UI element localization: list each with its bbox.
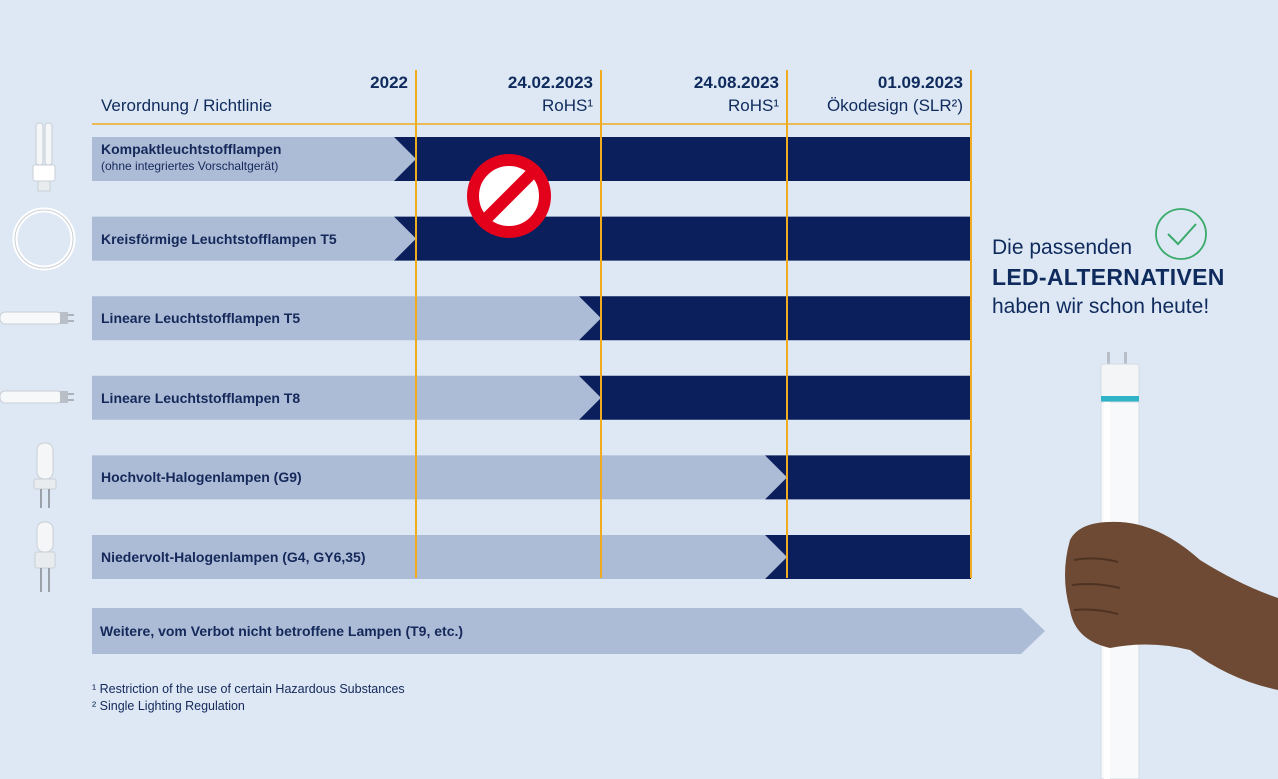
led-callout-line2: LED-ALTERNATIVEN [992,264,1225,290]
banned-bar-2 [579,296,971,341]
halogen-capsule-icon [33,442,57,508]
compact-lamp-icon [32,122,56,192]
header-regulation-3: Ökodesign (SLR²) [826,96,963,115]
row-label-3: Lineare Leuchtstofflampen T8 [101,389,301,406]
footnote-1: ¹ Restriction of the use of certain Haza… [92,682,405,696]
footnote-2: ² Single Lighting Regulation [92,699,245,713]
row-label-4: Hochvolt-Halogenlampen (G9) [101,469,302,486]
circular-lamp-icon [12,207,76,271]
tube-lamp-icon [0,311,74,325]
allowed-bar-1 [92,216,416,261]
unaffected-row-label: Weitere, vom Verbot nicht betroffene Lam… [100,623,464,639]
banned-bar-3 [579,375,971,420]
prohibition-sign-icon [467,154,551,238]
header-date-3: 01.09.2023 [877,73,963,92]
allowed-bar-5 [92,535,787,579]
row-label-5: Niedervolt-Halogenlampen (G4, GY6,35) [101,549,366,565]
halogen-pin-icon [34,521,56,592]
header-regulation-2: RoHS¹ [727,96,779,115]
header-date-0: 2022 [370,73,408,92]
banned-bar-5 [765,535,971,579]
allowed-bar-3 [92,375,601,420]
led-tube-hand-illustration [1065,352,1278,779]
header-regulation-1: RoHS¹ [541,96,593,115]
unaffected-bar [92,608,1045,654]
led-callout-line3: haben wir schon heute! [992,295,1210,318]
allowed-bar-2 [92,296,601,341]
led-callout-line1: Die passenden [992,236,1133,259]
allowed-bar-4 [92,455,787,500]
row-sublabel-0: (ohne integriertes Vorschaltgerät) [101,159,279,173]
tube-lamp-icon [0,390,74,404]
header-date-2: 24.08.2023 [693,73,779,92]
row-label-0: Kompaktleuchtstofflampen [101,141,282,157]
row-label-1: Kreisförmige Leuchtstofflampen T5 [101,230,337,247]
header-date-1: 24.02.2023 [507,73,593,92]
led-callout: Die passenden LED-ALTERNATIVEN haben wir… [992,236,1272,319]
checkmark-circle-icon [1155,208,1207,260]
header-column-label: Verordnung / Richtlinie [101,96,273,115]
allowed-bar-0 [92,137,416,181]
banned-bar-4 [765,455,971,500]
banned-bar-1 [394,216,971,261]
row-label-2: Lineare Leuchtstofflampen T5 [101,310,301,327]
